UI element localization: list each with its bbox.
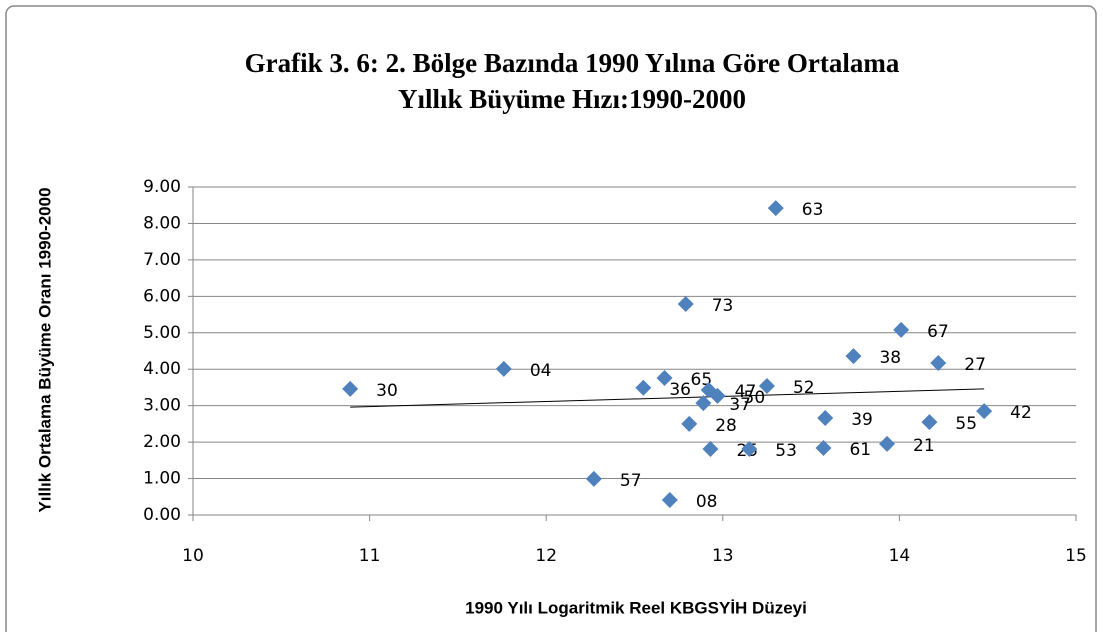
point-label: 21 <box>913 436 935 456</box>
point <box>661 492 678 509</box>
point <box>976 403 993 420</box>
point <box>921 414 938 431</box>
y-tick-label: 9.00 <box>143 177 181 197</box>
point <box>893 321 910 338</box>
y-tick-label: 6.00 <box>143 286 181 306</box>
point <box>677 295 694 312</box>
point <box>758 377 775 394</box>
point-label: 50 <box>744 388 766 408</box>
point-label: 37 <box>729 395 751 415</box>
point <box>741 441 758 458</box>
trendline <box>350 388 985 408</box>
y-tick-label: 5.00 <box>143 323 181 343</box>
point-label: 38 <box>879 348 901 368</box>
point-label: 47 <box>735 382 757 402</box>
x-tick-label: 13 <box>712 546 734 566</box>
y-axis-title: Yıllık Ortalama Büyüme Oranı 1990-2000 <box>35 187 54 512</box>
point <box>767 200 784 217</box>
point <box>342 380 359 397</box>
point <box>585 470 602 487</box>
point <box>879 435 896 452</box>
point <box>681 415 698 432</box>
y-tick-label: 0.00 <box>143 505 181 525</box>
y-tick-label: 3.00 <box>143 396 181 416</box>
y-tick-label: 1.00 <box>143 469 181 489</box>
point <box>656 369 673 386</box>
y-tick-label: 8.00 <box>143 213 181 233</box>
point-label: 08 <box>696 492 718 512</box>
x-tick-label: 11 <box>359 546 381 566</box>
x-tick-label: 10 <box>182 546 204 566</box>
x-axis-title: 1990 Yılı Logaritmik Reel KBGSYİH Düzeyi <box>465 598 807 617</box>
point <box>815 439 832 456</box>
point <box>702 441 719 458</box>
point-label: 04 <box>530 361 552 381</box>
point-label: 36 <box>669 380 691 400</box>
point-label: 53 <box>775 441 797 461</box>
point <box>817 410 834 427</box>
chart-frame <box>5 5 1097 632</box>
chart-title: Yıllık Büyüme Hızı:1990-2000 <box>398 84 746 114</box>
point <box>695 395 712 412</box>
x-tick-label: 15 <box>1065 546 1087 566</box>
point <box>845 348 862 365</box>
x-tick-label: 12 <box>535 546 557 566</box>
point <box>709 387 726 404</box>
y-tick-label: 4.00 <box>143 359 181 379</box>
point-label: 42 <box>1010 403 1032 423</box>
x-tick-label: 14 <box>889 546 911 566</box>
point-label: 73 <box>712 296 734 316</box>
point <box>635 379 652 396</box>
point-label: 63 <box>802 200 824 220</box>
point-label: 30 <box>376 381 398 401</box>
point-label: 27 <box>964 355 986 375</box>
point-label: 57 <box>620 471 642 491</box>
point <box>495 360 512 377</box>
point-label: 67 <box>927 322 949 342</box>
point-label: 52 <box>793 378 815 398</box>
y-tick-label: 7.00 <box>143 250 181 270</box>
point <box>930 355 947 372</box>
y-tick-label: 2.00 <box>143 432 181 452</box>
point-label: 39 <box>851 410 873 430</box>
point-label: 61 <box>849 440 871 460</box>
chart-title: Grafik 3. 6: 2. Bölge Bazında 1990 Yılın… <box>245 48 900 78</box>
point-label: 55 <box>955 414 977 434</box>
point-label: 28 <box>715 416 737 436</box>
